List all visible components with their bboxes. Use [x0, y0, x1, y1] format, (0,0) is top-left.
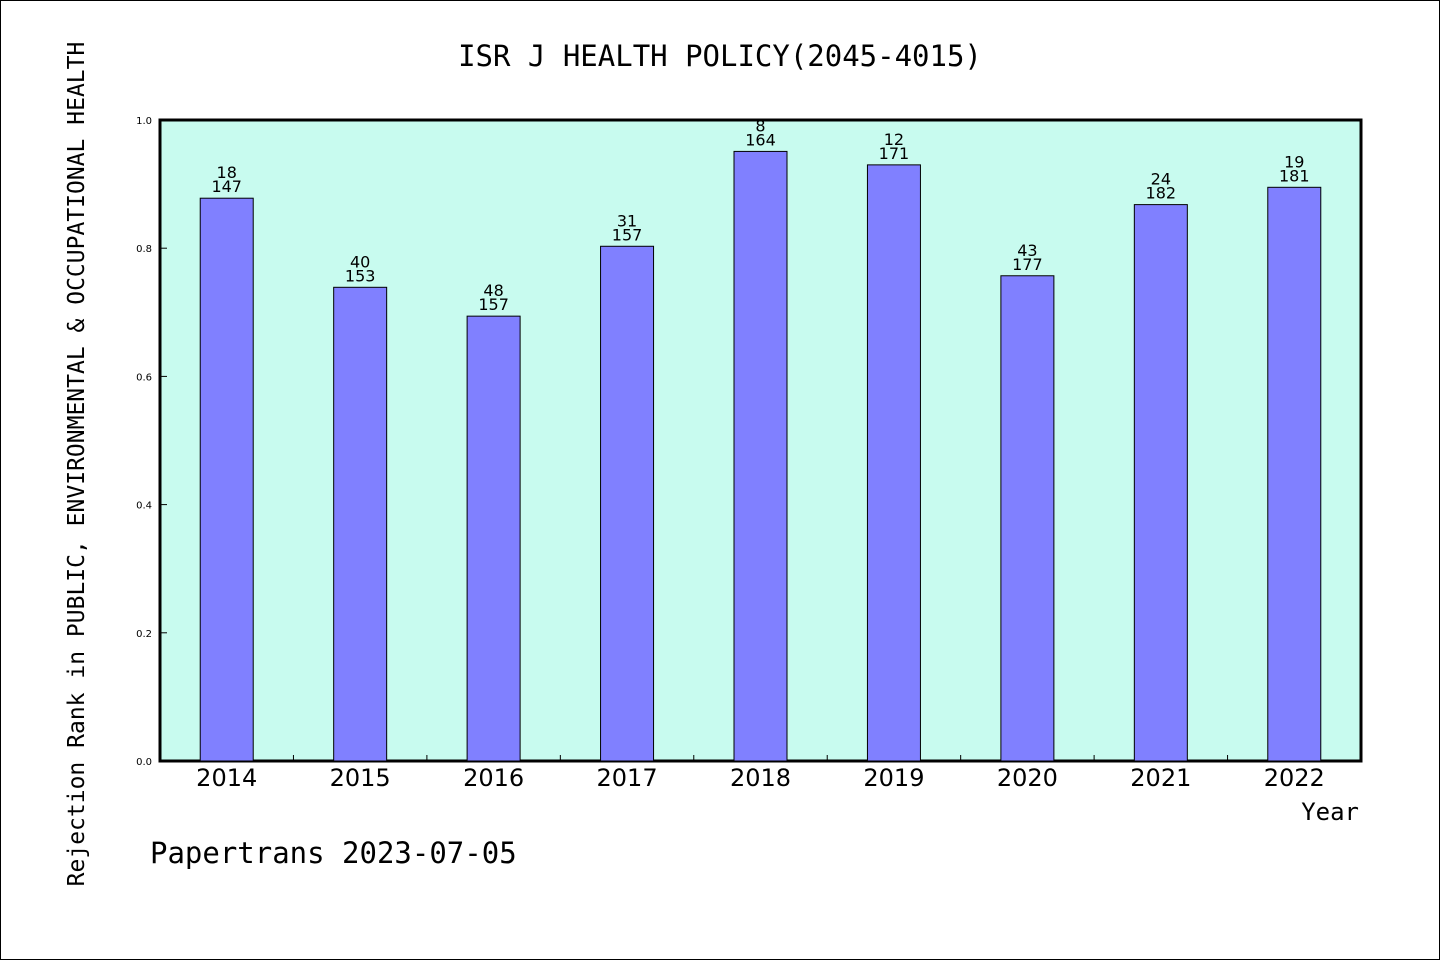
data-label-total: 157: [478, 295, 509, 314]
bar-2017: [600, 245, 655, 762]
data-label-rank: 19: [1284, 152, 1304, 171]
x-tick-label: 2016: [463, 764, 524, 792]
bar-2014: [199, 197, 254, 762]
x-axis: 2014 2015 2016 2017 2018 2019 2020 2021 2022: [196, 755, 1325, 792]
bar-2020: [1000, 275, 1055, 762]
bar-2015: [333, 286, 388, 762]
x-axis-label: Year: [1301, 798, 1359, 826]
bar-2018: [733, 150, 788, 762]
data-label-rank: 31: [617, 211, 637, 230]
data-label-total: 164: [745, 130, 776, 149]
data-label-total: 177: [1012, 255, 1043, 274]
data-label-rank: 43: [1017, 241, 1037, 260]
x-tick-label: 2017: [597, 764, 658, 792]
x-tick-label: 2015: [330, 764, 391, 792]
y-tick-label: 0.2: [136, 629, 152, 640]
x-tick-label: 2022: [1264, 764, 1325, 792]
bar-2016: [466, 315, 521, 762]
data-label-total: 171: [879, 144, 910, 163]
data-label-rank: 12: [884, 130, 904, 149]
data-label-total: 147: [211, 177, 242, 196]
data-label-rank: 24: [1151, 170, 1171, 189]
data-label-rank: 48: [483, 281, 503, 300]
x-tick-label: 2020: [997, 764, 1058, 792]
y-tick-label: 0.6: [136, 372, 152, 383]
y-axis-label: Rejection Rank in PUBLIC, ENVIRONMENTAL …: [64, 42, 90, 887]
x-tick-label: 2018: [730, 764, 791, 792]
y-tick-label: 0.4: [136, 501, 152, 512]
chart-title: ISR J HEALTH POLICY(2045-4015): [458, 39, 982, 73]
x-tick-label: 2019: [863, 764, 924, 792]
data-label-total: 157: [612, 225, 643, 244]
x-tick-label: 2021: [1130, 764, 1191, 792]
y-tick-label: 1.0: [136, 116, 152, 127]
bar-2022: [1267, 186, 1322, 762]
bar-2021: [1133, 204, 1188, 762]
y-tick-label: 0.0: [136, 757, 152, 768]
y-tick-label: 0.8: [136, 244, 152, 255]
x-tick-label: 2014: [196, 764, 257, 792]
data-label-rank: 8: [755, 116, 765, 135]
data-label-rank: 18: [217, 163, 237, 182]
data-label-rank: 40: [350, 252, 370, 271]
data-label-total: 182: [1146, 184, 1177, 203]
data-label-total: 153: [345, 266, 376, 285]
bars-group: [199, 150, 1322, 762]
data-label-total: 181: [1279, 166, 1310, 185]
bar-2019: [866, 164, 921, 762]
y-axis: 0.0 0.2 0.4 0.6 0.8 1.0: [136, 116, 167, 768]
footer-text: Papertrans 2023-07-05: [150, 836, 517, 870]
